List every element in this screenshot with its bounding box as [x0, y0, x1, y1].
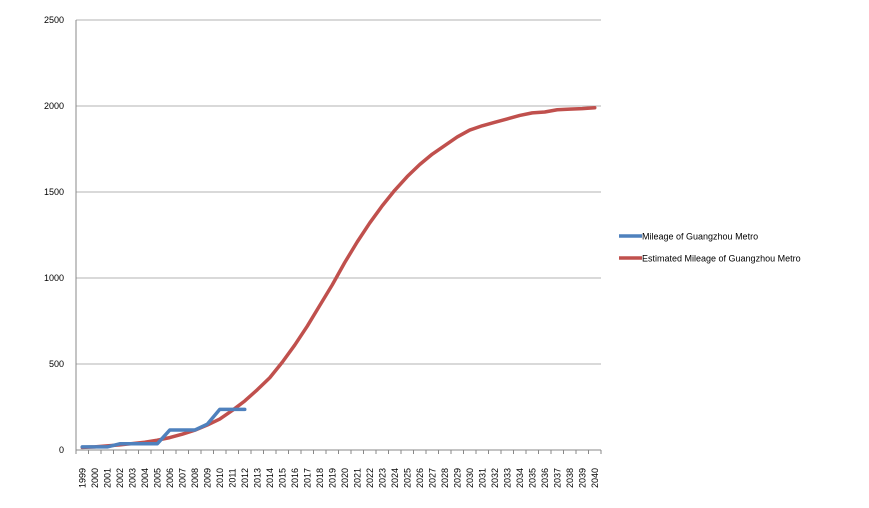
- legend-label-1: Estimated Mileage of Guangzhou Metro: [642, 254, 801, 264]
- y-tick-label: 0: [59, 445, 64, 455]
- y-tick-label: 500: [49, 359, 64, 369]
- y-tick-label: 2000: [44, 101, 64, 111]
- y-tick-label: 1000: [44, 273, 64, 283]
- x-tick-label: 2026: [415, 468, 425, 488]
- x-tick-label: 2038: [565, 468, 575, 488]
- series-line-0: [80, 407, 247, 449]
- y-tick-label: 2500: [44, 15, 64, 25]
- x-tick-label: 2022: [365, 468, 375, 488]
- x-tick-label: 2010: [215, 468, 225, 488]
- x-tick-label: 2017: [302, 468, 312, 488]
- x-tick-label: 2005: [152, 468, 162, 488]
- x-tick-label: 2032: [490, 468, 500, 488]
- x-tick-label: 2018: [315, 468, 325, 488]
- x-tick-label: 2019: [327, 468, 337, 488]
- x-tick-label: 2034: [515, 468, 525, 488]
- x-tick-label: 2039: [577, 468, 587, 488]
- x-tick-label: 2025: [402, 468, 412, 488]
- x-tick-label: 2016: [290, 468, 300, 488]
- x-tick-label: 2023: [377, 468, 387, 488]
- x-tick-label: 2003: [127, 468, 137, 488]
- series-line-1: [80, 105, 597, 450]
- y-axis-ticks: 0 500 1000 1500 2000 2500: [44, 15, 64, 455]
- y-tick-label: 1500: [44, 187, 64, 197]
- legend-label-0: Mileage of Guangzhou Metro: [642, 232, 758, 242]
- x-tick-label: 2028: [440, 468, 450, 488]
- x-tick-label: 2036: [540, 468, 550, 488]
- x-tick-label: 2014: [265, 468, 275, 488]
- x-tick-label: 2015: [277, 468, 287, 488]
- x-tick-label: 2006: [165, 468, 175, 488]
- x-tick-label: 2037: [552, 468, 562, 488]
- x-tick-label: 2024: [390, 468, 400, 488]
- x-tick-label: 2021: [352, 468, 362, 488]
- x-tick-label: 2007: [177, 468, 187, 488]
- x-tick-label: 2000: [90, 468, 100, 488]
- gridlines: [75, 19, 602, 454]
- x-tick-label: 2031: [477, 468, 487, 488]
- x-tick-label: 2020: [340, 468, 350, 488]
- x-tick-label: 2011: [227, 468, 237, 487]
- x-tick-label: 1999: [77, 468, 87, 488]
- x-tick-label: 2035: [527, 468, 537, 488]
- x-tick-label: 2002: [115, 468, 125, 488]
- x-axis-ticks: 1999 2000 2001 2002 2003 2004 2005 2006 2007 2008…: [77, 468, 600, 488]
- x-tick-label: 2008: [190, 468, 200, 488]
- x-tick-label: 2027: [427, 468, 437, 488]
- x-tick-label: 2013: [252, 468, 262, 488]
- x-tick-label: 2029: [452, 468, 462, 488]
- x-tick-label: 2009: [202, 468, 212, 488]
- x-tick-label: 2012: [240, 468, 250, 488]
- x-tick-label: 2033: [502, 468, 512, 488]
- x-tick-label: 2004: [140, 468, 150, 488]
- x-tick-label: 2040: [590, 468, 600, 488]
- series-lines: [80, 105, 597, 450]
- x-tick-label: 2001: [102, 468, 112, 488]
- legend: Mileage of Guangzhou Metro Estimated Mile…: [619, 232, 801, 264]
- x-tick-label: 2030: [465, 468, 475, 488]
